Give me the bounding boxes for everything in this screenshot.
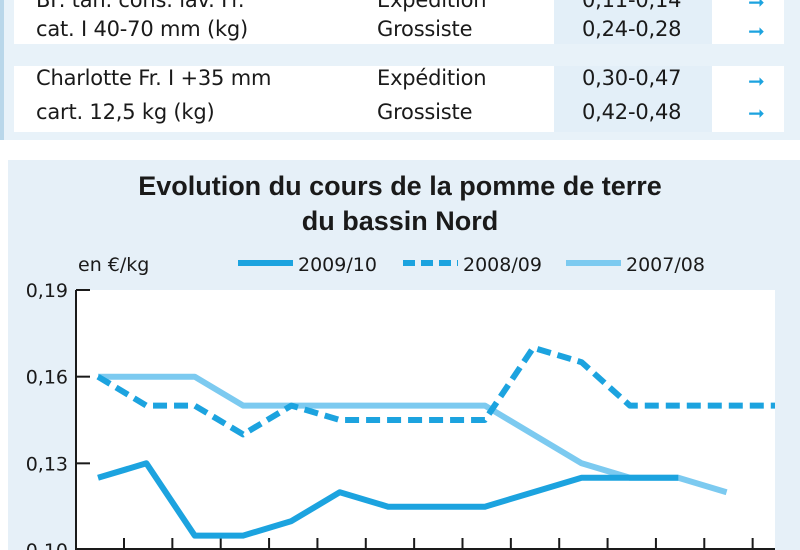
- trend-cell: ➞ ➞: [716, 0, 796, 44]
- y-tick-label: 0,19: [26, 280, 68, 302]
- y-tick-label: 0,16: [26, 367, 68, 389]
- chart-plot-area: [96, 344, 775, 539]
- table-row: BF. tan. cons. lav. Fr. cat. I 40-70 mm …: [14, 0, 784, 44]
- y-tick-label: 0,10: [26, 540, 68, 550]
- chart-title-line-2: du bassin Nord: [301, 206, 499, 236]
- legend-label: 2009/10: [298, 254, 377, 276]
- legend-label: 2007/08: [626, 254, 705, 276]
- product-cell: Charlotte Fr. I +35 mm cart. 12,5 kg (kg…: [36, 66, 326, 132]
- stable-arrow-icon: ➞: [748, 101, 765, 125]
- trend-cell: ➞ ➞: [716, 66, 796, 132]
- stage-line-2: Grossiste: [377, 100, 473, 124]
- stage-line-1: Expédition: [377, 66, 487, 90]
- price-table: BF. tan. cons. lav. Fr. cat. I 40-70 mm …: [0, 0, 800, 140]
- stable-arrow-icon: ➞: [748, 19, 765, 43]
- chart-title-line-1: Evolution du cours de la pomme de terre: [138, 171, 662, 201]
- chart-legend: 2009/10 2008/09 2007/08: [238, 254, 705, 276]
- price-line-1: 0,30-0,47: [582, 66, 682, 90]
- y-axis-unit-label: en €/kg: [78, 254, 149, 276]
- stage-cell: Expédition Grossiste: [329, 66, 549, 132]
- price-line-2: 0,42-0,48: [582, 100, 682, 124]
- table-left-border: [0, 0, 4, 140]
- series-line-2009-10: [97, 460, 679, 539]
- stage-line-1: Expédition: [377, 0, 487, 12]
- stage-cell: Expédition Grossiste: [329, 0, 549, 44]
- product-line-2: cat. I 40-70 mm (kg): [36, 17, 249, 41]
- stage-line-2: Grossiste: [377, 17, 473, 41]
- product-cell: BF. tan. cons. lav. Fr. cat. I 40-70 mm …: [36, 0, 326, 44]
- price-line-2: 0,24-0,28: [582, 17, 682, 41]
- product-line-1: BF. tan. cons. lav. Fr.: [36, 0, 245, 12]
- price-cell: 0,30-0,47 0,42-0,48: [554, 66, 712, 132]
- price-cell: 0,11-0,14 0,24-0,28: [554, 0, 712, 44]
- legend-label: 2008/09: [463, 254, 542, 276]
- price-line-1: 0,11-0,14: [582, 0, 682, 12]
- series-line-2008-09: [96, 344, 775, 438]
- table-row: Charlotte Fr. I +35 mm cart. 12,5 kg (kg…: [14, 66, 784, 132]
- stable-arrow-icon: ➞: [748, 69, 765, 93]
- product-line-1: Charlotte Fr. I +35 mm: [36, 66, 272, 90]
- product-line-2: cart. 12,5 kg (kg): [36, 100, 215, 124]
- y-tick-label: 0,13: [26, 453, 68, 475]
